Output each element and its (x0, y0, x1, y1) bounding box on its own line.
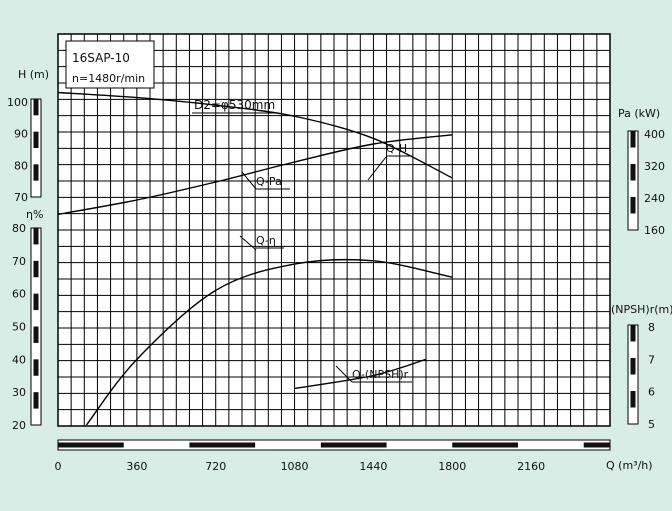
pa-tick-label: 160 (644, 224, 665, 237)
curve-labels: Q-H Q-Pa Q-η Q-(NPSH)r (192, 112, 412, 383)
info-box (65, 40, 155, 89)
npsh-axis-label: (NPSH)r(m) (611, 303, 672, 316)
q-scale-segment (583, 442, 610, 448)
pa-scale-bar-segment (630, 164, 636, 181)
h-scale-bar-segment (33, 131, 39, 148)
model-label: 16SAP-10 (72, 51, 130, 65)
curve-q-h (57, 91, 453, 179)
eta-tick-label: 80 (12, 222, 26, 235)
q-scale-segment (58, 442, 124, 448)
eta-scale-bar-segment (33, 392, 39, 409)
h-tick-label: 100 (7, 96, 28, 109)
npsh-scale-bar-segment (630, 358, 636, 375)
h-tick-label: 90 (14, 128, 28, 141)
curve-q-eta (85, 258, 453, 426)
eta-scale-bar-segment (33, 228, 39, 245)
eta-axis-label: η% (26, 208, 43, 221)
curve-label-q-pa: Q-Pa (256, 175, 282, 188)
q-scale-segment (452, 442, 518, 448)
pa-scale-bar-segment (630, 197, 636, 214)
curve-label-leader (367, 156, 387, 181)
curve-q-pa (57, 134, 453, 216)
h-axis-label: H (m) (18, 68, 49, 81)
q-tick-label: 720 (205, 460, 226, 473)
curve-label-q-h: Q-H (386, 142, 407, 155)
npsh-scale-bar-segment (630, 391, 636, 408)
curve-label-leader (239, 235, 257, 251)
q-tick-label: 0 (55, 460, 62, 473)
curve-label-leader (241, 171, 257, 190)
npsh-tick-label: 5 (648, 418, 655, 431)
eta-tick-label: 40 (12, 353, 26, 366)
eta-tick-label: 30 (12, 386, 26, 399)
pa-tick-label: 320 (644, 160, 665, 173)
curve-label-q-npsh: Q-(NPSH)r (352, 368, 409, 381)
q-scale-segment (320, 442, 387, 448)
q-tick-label: 2160 (517, 460, 545, 473)
h-tick-label: 80 (14, 159, 28, 172)
eta-scale-bar-segment (33, 293, 39, 311)
speed-label: n=1480r/min (72, 72, 145, 85)
curve-q-npsh (294, 358, 427, 390)
eta-tick-label: 60 (12, 288, 26, 301)
x-axis-label: Q (m³/h) (606, 459, 653, 472)
h-tick-label: 70 (14, 191, 28, 204)
pa-tick-label: 400 (644, 128, 665, 141)
h-scale-bar-segment (33, 164, 39, 181)
pa-tick-label: 240 (644, 192, 665, 205)
curve-label-q-eta: Q-η (256, 234, 276, 247)
eta-tick-label: 20 (12, 419, 26, 432)
pa-axis-label: Pa (kW) (618, 107, 660, 120)
grid (57, 33, 611, 427)
eta-scale-bar-segment (33, 359, 39, 376)
h-scale-bar-segment (33, 99, 39, 116)
curve-label-leader (335, 365, 353, 383)
eta-tick-label: 50 (12, 321, 26, 334)
performance-curves (57, 91, 453, 426)
eta-scale-bar-segment (33, 326, 39, 343)
q-tick-label: 1440 (359, 460, 387, 473)
pa-scale-bar-segment (630, 131, 636, 148)
npsh-scale-bar-segment (630, 325, 636, 342)
q-tick-label: 1080 (281, 460, 309, 473)
axis-scales (30, 98, 639, 451)
npsh-tick-label: 6 (648, 386, 655, 399)
q-tick-label: 360 (126, 460, 147, 473)
eta-scale-bar-segment (33, 260, 39, 278)
eta-tick-label: 70 (12, 255, 26, 268)
impeller-diameter-label: D2=φ530mm (194, 98, 275, 112)
npsh-tick-label: 8 (648, 321, 655, 334)
q-tick-label: 1800 (438, 460, 466, 473)
npsh-tick-label: 7 (648, 353, 655, 366)
q-scale-segment (189, 442, 256, 448)
